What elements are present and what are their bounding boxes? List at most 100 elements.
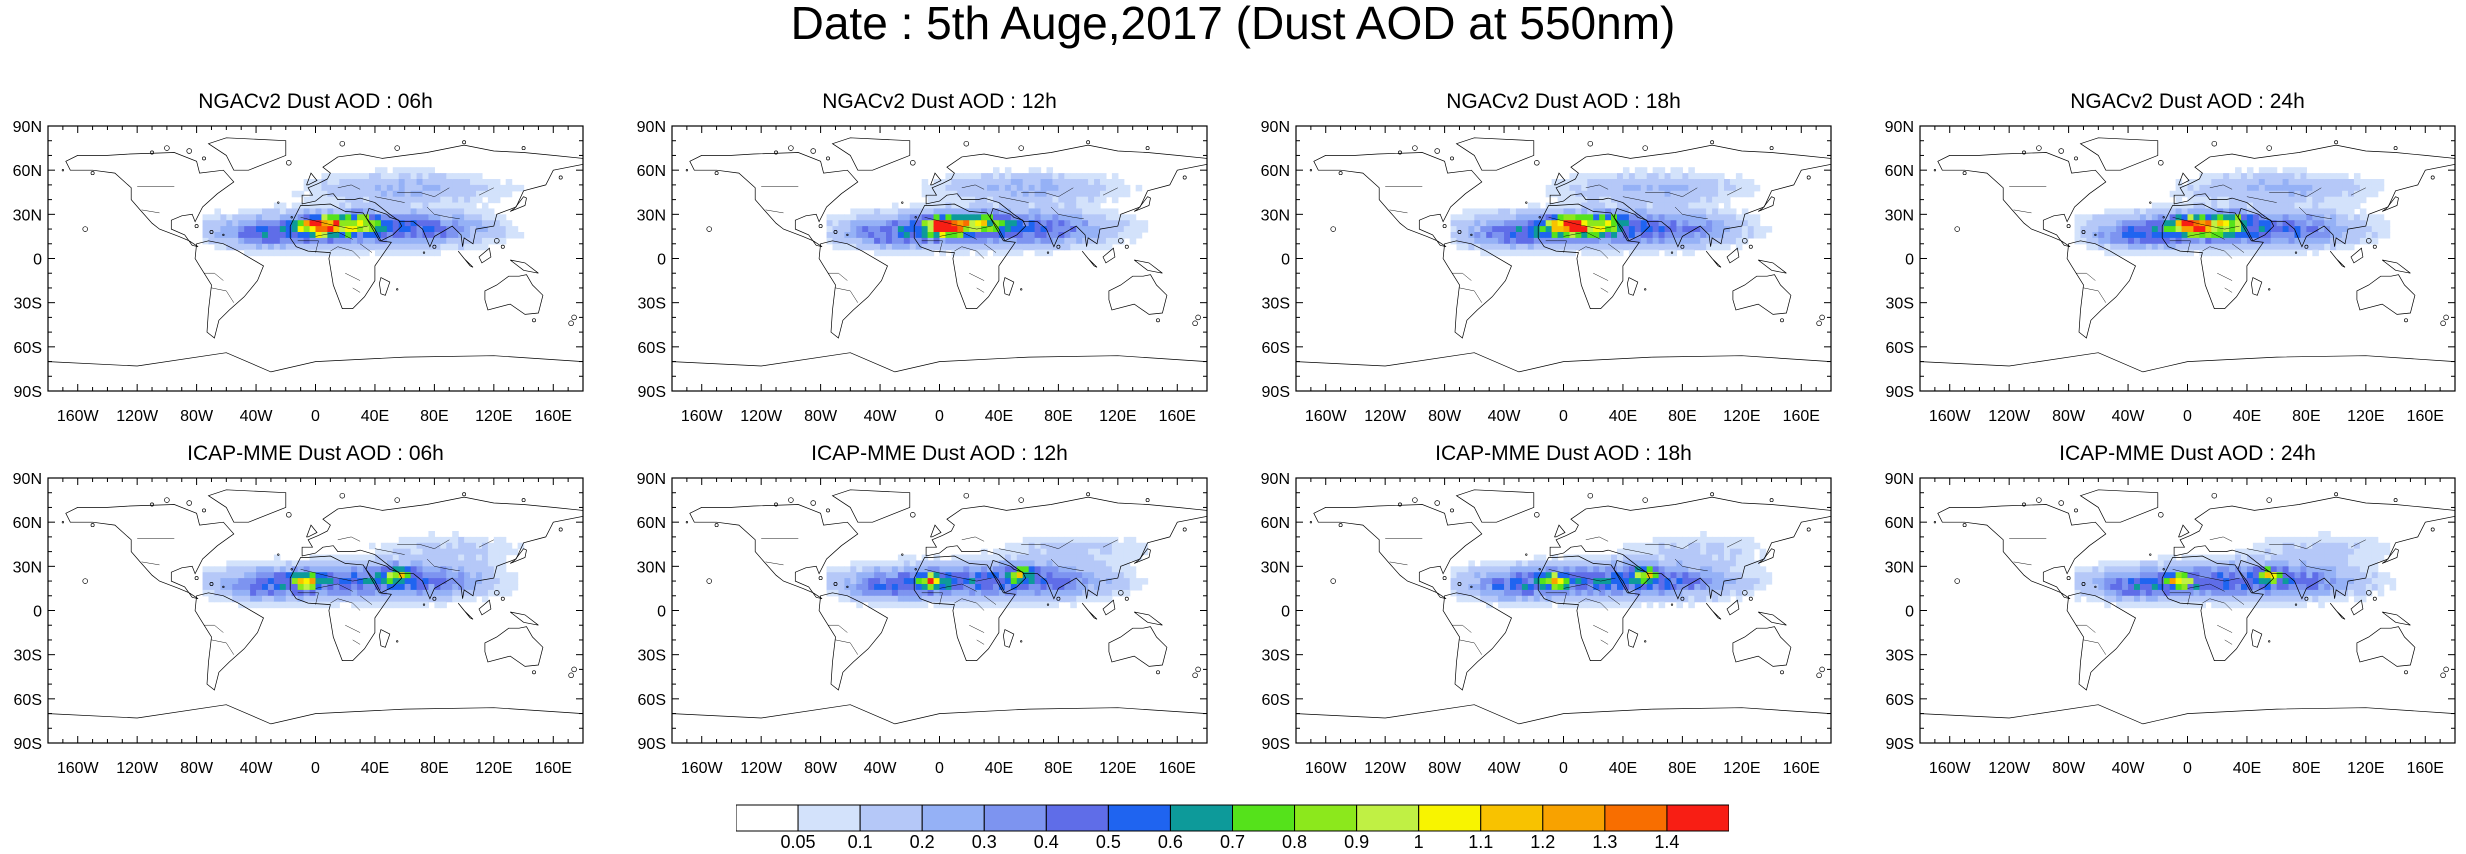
lon-tick-label: 40W [2112, 408, 2146, 425]
map-plot: 90N 60N 30N 0 30S 60S 90S 160W 120W 80W 40W 0 40E 80E… [1261, 119, 1832, 425]
lat-tick-label: 90N [637, 119, 666, 136]
colorbar-box [1604, 804, 1668, 832]
coastlines [671, 489, 1208, 744]
lat-tick-label: 30N [637, 559, 666, 576]
lon-tick-label: 40W [1488, 408, 1522, 425]
lat-tick-label: 60N [1261, 515, 1290, 532]
lon-tick-label: 40W [2112, 760, 2146, 777]
lon-tick-label: 80W [1428, 760, 1462, 777]
lon-tick-label: 120W [116, 760, 159, 777]
lon-tick-label: 80E [420, 760, 448, 777]
lat-tick-label: 30S [1886, 648, 1914, 665]
lat-tick-label: 90N [637, 471, 666, 488]
colorbar-label: 0.8 [1282, 832, 1308, 852]
coastlines [47, 137, 584, 392]
lat-tick-label: 60S [14, 340, 42, 357]
map-panel: ICAP-MME Dust AOD : 06h 90N 60N 30N 0 30S 60S 9… [0, 442, 584, 782]
lat-tick-label: 90N [1261, 119, 1290, 136]
lon-tick-label: 120W [740, 408, 783, 425]
lat-tick-label: 90N [1261, 471, 1290, 488]
lat-tick-label: 30S [14, 648, 42, 665]
lon-tick-label: 40W [864, 408, 898, 425]
map-panel: NGACv2 Dust AOD : 12h 90N 60N 30N 0 30S 60S 90S… [624, 90, 1208, 430]
lon-tick-label: 120W [1364, 408, 1407, 425]
dust-aod-shading [826, 167, 1149, 257]
colorbar-label: 0.6 [1157, 832, 1183, 852]
colorbar-box [983, 804, 1047, 832]
colorbar-label: 1.2 [1530, 832, 1556, 852]
lat-tick-label: 0 [33, 252, 42, 269]
country-borders [137, 184, 494, 303]
colorbar-box [1107, 804, 1171, 832]
colorbar-box [735, 804, 799, 832]
lon-tick-label: 40W [864, 760, 898, 777]
lat-tick-label: 90S [1262, 736, 1290, 753]
colorbar-label: 0.5 [1095, 832, 1121, 852]
lon-tick-label: 40W [240, 408, 274, 425]
lat-tick-label: 30S [638, 648, 666, 665]
lon-tick-label: 40E [1609, 760, 1637, 777]
map-panel: ICAP-MME Dust AOD : 18h 90N 60N 30N 0 30S 60S 9… [1248, 442, 1832, 782]
lat-tick-label: 60S [1886, 692, 1914, 709]
lat-tick-label: 30N [637, 207, 666, 224]
dust-aod-shading [202, 167, 525, 257]
colorbar-box [859, 804, 923, 832]
map-plot: 90N 60N 30N 0 30S 60S 90S 160W 120W 80W 40W 0 40E 80E… [1261, 471, 1832, 777]
lat-tick-label: 60N [637, 163, 666, 180]
lat-tick-label: 90S [14, 384, 42, 401]
figure-title: Date : 5th Auge,2017 (Dust AOD at 550nm) [790, 0, 1676, 49]
colorbar-box [1480, 804, 1544, 832]
lon-tick-label: 40E [1609, 408, 1637, 425]
map-plot: 90N 60N 30N 0 30S 60S 90S 160W 120W 80W 40W 0 40E 80E… [13, 119, 584, 425]
lon-tick-label: 80W [2052, 760, 2086, 777]
lat-tick-label: 0 [1905, 252, 1914, 269]
lon-tick-label: 0 [1559, 760, 1568, 777]
lon-tick-label: 0 [2183, 408, 2192, 425]
colorbar-box [797, 804, 861, 832]
lon-tick-label: 160E [535, 408, 572, 425]
map-plot: 90N 60N 30N 0 30S 60S 90S 160W 120W 80W 40W 0 40E 80E… [1885, 471, 2456, 777]
panel-title: ICAP-MME Dust AOD : 24h [2059, 442, 2316, 465]
lat-tick-label: 30N [13, 559, 42, 576]
map-frame [1919, 477, 2456, 744]
dust-aod-shading [2074, 167, 2391, 257]
lon-tick-label: 120W [116, 408, 159, 425]
lat-tick-label: 0 [1281, 604, 1290, 621]
coastlines [671, 137, 1208, 392]
lon-tick-label: 160W [681, 408, 724, 425]
map-panel: NGACv2 Dust AOD : 18h 90N 60N 30N 0 30S 60S 90S… [1248, 90, 1832, 430]
lon-tick-label: 160E [2407, 408, 2444, 425]
lon-tick-label: 120W [740, 760, 783, 777]
coastlines [1295, 137, 1832, 392]
lat-tick-label: 60N [13, 163, 42, 180]
colorbar-label: 0.9 [1344, 832, 1370, 852]
lat-tick-label: 30S [1262, 648, 1290, 665]
lon-tick-label: 80W [180, 760, 214, 777]
lat-tick-label: 60S [638, 692, 666, 709]
colorbar-box [1169, 804, 1234, 832]
coastlines [1919, 489, 2456, 744]
colorbar-label: 1.1 [1468, 832, 1494, 852]
map-panel: NGACv2 Dust AOD : 24h 90N 60N 30N 0 30S 60S 90S… [1872, 90, 2456, 430]
panel-title: ICAP-MME Dust AOD : 06h [187, 442, 444, 465]
lat-tick-label: 30N [1885, 207, 1914, 224]
panel-title: ICAP-MME Dust AOD : 12h [811, 442, 1068, 465]
lat-tick-label: 60N [13, 515, 42, 532]
lat-tick-label: 60N [1885, 515, 1914, 532]
lat-tick-label: 30N [1261, 559, 1290, 576]
lat-tick-label: 60N [637, 515, 666, 532]
lon-tick-label: 80E [2292, 760, 2320, 777]
map-plot: 90N 60N 30N 0 30S 60S 90S 160W 120W 80W 40W 0 40E 80E… [1885, 119, 2456, 425]
lon-tick-label: 0 [935, 408, 944, 425]
lon-tick-label: 80E [1044, 408, 1072, 425]
colorbar-box [1542, 804, 1606, 832]
lon-tick-label: 160W [681, 760, 724, 777]
lon-tick-label: 120E [1099, 408, 1136, 425]
coastlines [1295, 489, 1832, 744]
lat-tick-label: 90S [14, 736, 42, 753]
map-panel: ICAP-MME Dust AOD : 12h 90N 60N 30N 0 30S 60S 9… [624, 442, 1208, 782]
lon-tick-label: 40E [2233, 408, 2261, 425]
map-frame [1295, 125, 1832, 392]
lat-tick-label: 0 [1281, 252, 1290, 269]
lon-tick-label: 160W [1305, 408, 1348, 425]
